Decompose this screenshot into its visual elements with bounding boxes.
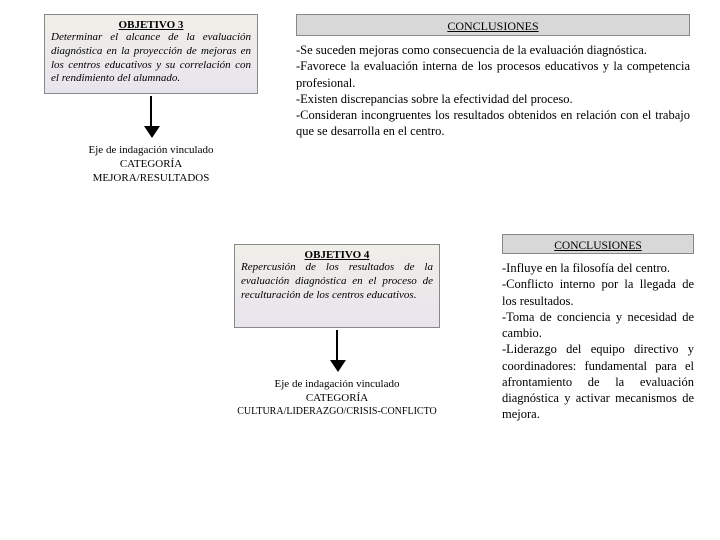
arrow4-head: [330, 360, 346, 372]
conclusiones4-body: -Influye en la filosofía del centro. -Co…: [502, 260, 694, 423]
objetivo4-title: OBJETIVO 4: [241, 249, 433, 261]
eje4-line3: CULTURA/LIDERAZGO/CRISIS-CONFLICTO: [222, 406, 452, 419]
arrow4-line: [336, 330, 338, 362]
eje4-box: Eje de indagación vinculado CATEGORÍA CU…: [222, 378, 452, 418]
eje3-line3: MEJORA/RESULTADOS: [48, 172, 254, 186]
objetivo4-body: Repercusión de los resultados de la eval…: [241, 261, 433, 302]
objetivo3-box: OBJETIVO 3 Determinar el alcance de la e…: [44, 14, 258, 94]
eje4-line2: CATEGORÍA: [222, 392, 452, 406]
conclusiones4-title-box: CONCLUSIONES: [502, 234, 694, 254]
objetivo4-box: OBJETIVO 4 Repercusión de los resultados…: [234, 244, 440, 328]
arrow3-head: [144, 126, 160, 138]
conclusiones3-title-box: CONCLUSIONES: [296, 14, 690, 36]
conclusiones3-body: -Se suceden mejoras como consecuencia de…: [296, 42, 690, 140]
eje4-line1: Eje de indagación vinculado: [222, 378, 452, 392]
eje3-line1: Eje de indagación vinculado: [48, 144, 254, 158]
eje3-line2: CATEGORÍA: [48, 158, 254, 172]
conclusiones3-title: CONCLUSIONES: [447, 19, 538, 33]
objetivo3-title: OBJETIVO 3: [51, 19, 251, 31]
eje3-box: Eje de indagación vinculado CATEGORÍA ME…: [48, 144, 254, 185]
objetivo3-body: Determinar el alcance de la evaluación d…: [51, 31, 251, 86]
conclusiones4-title: CONCLUSIONES: [554, 240, 642, 252]
arrow3-line: [150, 96, 152, 128]
